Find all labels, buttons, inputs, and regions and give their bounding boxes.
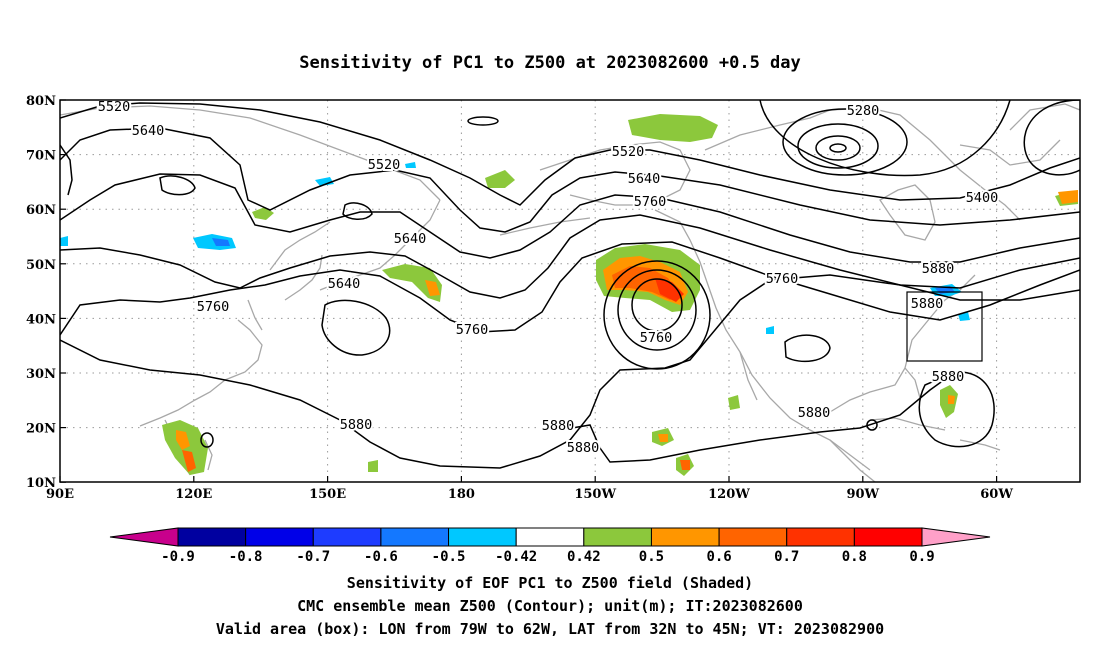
colorbar-swatch: [312, 527, 382, 547]
colorbar: -0.9 -0.8 -0.7 -0.6 -0.5 -0.42 0.42 0.5 0.6 0.7 0.…: [109, 527, 991, 565]
lon-tick-label: 120W: [708, 487, 750, 502]
map-frame: [59, 99, 1081, 483]
lon-tick-label: 180: [448, 487, 475, 502]
colorbar-label: 0.9: [909, 549, 934, 565]
contour-label: 5520: [368, 157, 401, 173]
lon-tick-label: 120E: [175, 487, 212, 502]
lat-tick-label: 60N: [26, 203, 56, 218]
gridlines: [60, 100, 1080, 482]
colorbar-swatch: [177, 527, 247, 547]
contour-label: 5520: [612, 144, 645, 160]
valid-area-box: [906, 291, 983, 362]
lon-tick-label: 150E: [309, 487, 346, 502]
colorbar-label: 0.42: [567, 549, 601, 565]
lat-tick-label: 30N: [26, 367, 56, 382]
lat-tick-label: 80N: [26, 94, 56, 109]
contour-label: 5760: [766, 271, 799, 287]
lat-tick-label: 40N: [26, 312, 56, 327]
contour-label: 5520: [98, 99, 131, 115]
colorbar-label: -0.7: [296, 549, 330, 565]
lon-axis: 90E 120E 150E 180 150W 120W 90W 60W: [46, 476, 1013, 502]
contour-label: 5880: [798, 405, 831, 421]
colorbar-swatch: [515, 527, 585, 547]
lat-axis: 80N 70N 60N 50N 40N 30N 20N 10N: [26, 94, 66, 491]
contour-label: 5880: [932, 369, 965, 385]
lat-tick-label: 10N: [26, 476, 56, 491]
contour-label: 5880: [922, 261, 955, 277]
colorbar-label: -0.42: [495, 549, 537, 565]
colorbar-swatch: [583, 527, 652, 547]
lat-tick-label: 70N: [26, 149, 56, 164]
lon-tick-label: 150W: [574, 487, 616, 502]
colorbar-low-triangle: [109, 527, 179, 547]
sensitivity-shading: [60, 114, 1078, 476]
contour-label: 5640: [628, 171, 661, 187]
colorbar-swatch: [786, 527, 855, 547]
contour-label: 5640: [132, 123, 165, 139]
caption-line-1: Sensitivity of EOF PC1 to Z500 field (Sh…: [347, 574, 753, 592]
colorbar-label: -0.9: [161, 549, 195, 565]
contour-label: 5640: [328, 276, 361, 292]
contour-label: 5880: [911, 296, 944, 312]
map-background: [60, 100, 1080, 482]
contour-label: 5640: [394, 231, 427, 247]
colorbar-swatch: [650, 527, 720, 547]
captions: Sensitivity of EOF PC1 to Z500 field (Sh…: [216, 574, 884, 638]
lon-tick-label: 90E: [46, 487, 74, 502]
lon-tick-label: 60W: [980, 487, 1013, 502]
contour-label: 5880: [542, 418, 575, 434]
caption-line-3: Valid area (box): LON from 79W to 62W, L…: [216, 620, 884, 638]
lat-tick-label: 20N: [26, 422, 56, 437]
colorbar-label: -0.8: [229, 549, 263, 565]
colorbar-swatch: [718, 527, 788, 547]
colorbar-swatch: [853, 527, 923, 547]
contour-label: 5760: [640, 330, 673, 346]
colorbar-label: -0.6: [364, 549, 398, 565]
plot-title: Sensitivity of PC1 to Z500 at 2023082600…: [299, 53, 801, 73]
contour-label: 5760: [634, 194, 667, 210]
contour-label: 5880: [567, 440, 600, 456]
colorbar-label: 0.5: [639, 549, 664, 565]
contour-label: 5400: [966, 190, 999, 206]
z500-contours: [60, 100, 1080, 469]
contour-label: 5760: [456, 322, 489, 338]
colorbar-swatch: [245, 527, 314, 547]
colorbar-label: 0.6: [706, 549, 731, 565]
colorbar-label: -0.5: [432, 549, 466, 565]
contour-label: 5760: [197, 299, 230, 315]
colorbar-label: 0.7: [774, 549, 799, 565]
colorbar-high-triangle: [921, 527, 991, 547]
colorbar-label: 0.8: [842, 549, 867, 565]
contour-label: 5880: [340, 417, 373, 433]
colorbar-swatch: [380, 527, 450, 547]
lon-tick-label: 90W: [846, 487, 879, 502]
colorbar-swatch: [448, 527, 517, 547]
caption-line-2: CMC ensemble mean Z500 (Contour); unit(m…: [297, 597, 803, 615]
lat-tick-label: 50N: [26, 258, 56, 273]
contour-label: 5280: [847, 103, 880, 119]
